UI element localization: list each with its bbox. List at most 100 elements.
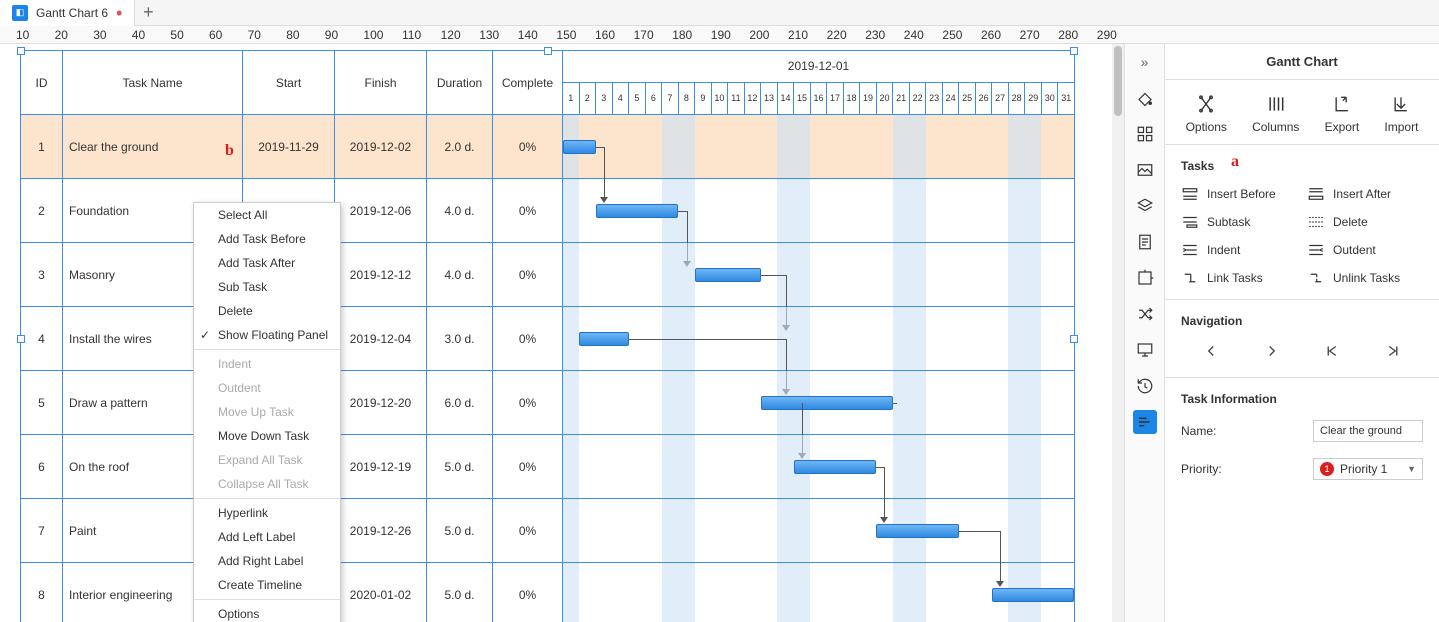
menu-item-hyperlink[interactable]: Hyperlink [194, 501, 340, 525]
col-header-id[interactable]: ID [21, 51, 63, 115]
menu-item-add-right-label[interactable]: Add Right Label [194, 549, 340, 573]
table-row[interactable]: 7Paint2019-12-265.0 d.0% [21, 499, 1074, 563]
menu-item-delete[interactable]: Delete [194, 299, 340, 323]
cell-finish[interactable]: 2019-12-20 [335, 371, 427, 435]
task-bar[interactable] [794, 460, 876, 474]
cell-comp[interactable]: 0% [493, 179, 563, 243]
cell-dur[interactable]: 4.0 d. [427, 243, 493, 307]
table-row[interactable]: 4Install the wires2019-12-043.0 d.0% [21, 307, 1074, 371]
shuffle-tool-icon[interactable] [1133, 302, 1157, 326]
cell-id[interactable]: 1 [21, 115, 63, 179]
delete-button[interactable]: Delete [1307, 215, 1423, 229]
cell-dur[interactable]: 2.0 d. [427, 115, 493, 179]
cell-finish[interactable]: 2019-12-19 [335, 435, 427, 499]
cell-comp[interactable]: 0% [493, 115, 563, 179]
cell-id[interactable]: 3 [21, 243, 63, 307]
image-tool-icon[interactable] [1133, 158, 1157, 182]
cell-dur[interactable]: 3.0 d. [427, 307, 493, 371]
cell-dur[interactable]: 5.0 d. [427, 499, 493, 563]
add-tab-button[interactable]: + [135, 2, 161, 23]
cell-finish[interactable]: 2019-12-02 [335, 115, 427, 179]
timeline-row[interactable] [563, 563, 1074, 622]
timeline-row[interactable] [563, 115, 1074, 179]
task-bar[interactable] [695, 268, 761, 282]
timeline-row[interactable] [563, 307, 1074, 371]
timeline-row[interactable] [563, 179, 1074, 243]
cell-id[interactable]: 6 [21, 435, 63, 499]
col-header-dur[interactable]: Duration [427, 51, 493, 115]
cell-start[interactable]: 2019-11-29 [243, 115, 335, 179]
selection-handle[interactable] [17, 47, 25, 55]
cell-comp[interactable]: 0% [493, 435, 563, 499]
task-bar[interactable] [563, 140, 596, 154]
nav-first-button[interactable] [1323, 342, 1341, 363]
scrollbar-vertical[interactable] [1112, 44, 1124, 622]
cell-comp[interactable]: 0% [493, 563, 563, 622]
collapse-panel-button[interactable]: » [1133, 50, 1157, 74]
grid-tool-icon[interactable] [1133, 122, 1157, 146]
cell-finish[interactable]: 2020-01-02 [335, 563, 427, 622]
document-tab[interactable]: ◧ Gantt Chart 6 • [0, 0, 135, 26]
export-button[interactable]: Export [1325, 94, 1360, 134]
subtask-button[interactable]: Subtask [1181, 215, 1297, 229]
page-tool-icon[interactable] [1133, 230, 1157, 254]
table-row[interactable]: 1Clear the ground2019-11-292019-12-022.0… [21, 115, 1074, 179]
columns-button[interactable]: Columns [1252, 94, 1299, 134]
cell-comp[interactable]: 0% [493, 371, 563, 435]
layers-tool-icon[interactable] [1133, 194, 1157, 218]
selection-handle[interactable] [1070, 47, 1078, 55]
cell-comp[interactable]: 0% [493, 499, 563, 563]
nav-prev-button[interactable] [1202, 342, 1220, 363]
cell-finish[interactable]: 2019-12-04 [335, 307, 427, 371]
selection-handle[interactable] [1070, 335, 1078, 343]
cell-dur[interactable]: 4.0 d. [427, 179, 493, 243]
cell-dur[interactable]: 5.0 d. [427, 563, 493, 622]
menu-item-add-task-before[interactable]: Add Task Before [194, 227, 340, 251]
insert-after-button[interactable]: Insert After [1307, 187, 1423, 201]
table-row[interactable]: 8Interior engineering2020-01-025.0 d.0% [21, 563, 1074, 622]
selection-handle[interactable] [544, 47, 552, 55]
nav-next-button[interactable] [1263, 342, 1281, 363]
task-bar[interactable] [876, 524, 958, 538]
cell-id[interactable]: 8 [21, 563, 63, 622]
menu-item-move-down-task[interactable]: Move Down Task [194, 424, 340, 448]
timeline-row[interactable] [563, 499, 1074, 563]
cell-name[interactable]: Clear the ground [63, 115, 243, 179]
menu-item-add-task-after[interactable]: Add Task After [194, 251, 340, 275]
table-row[interactable]: 2Foundation2019-12-064.0 d.0% [21, 179, 1074, 243]
table-row[interactable]: 3Masonry2019-12-124.0 d.0% [21, 243, 1074, 307]
task-bar[interactable] [579, 332, 628, 346]
menu-item-add-left-label[interactable]: Add Left Label [194, 525, 340, 549]
present-tool-icon[interactable] [1133, 338, 1157, 362]
timeline-row[interactable] [563, 371, 1074, 435]
cell-id[interactable]: 4 [21, 307, 63, 371]
col-header-name[interactable]: Task Name [63, 51, 243, 115]
cell-finish[interactable]: 2019-12-26 [335, 499, 427, 563]
menu-item-sub-task[interactable]: Sub Task [194, 275, 340, 299]
gantt-container[interactable]: IDTask NameStartFinishDurationComplete20… [20, 50, 1075, 622]
gantt-tool-icon[interactable] [1133, 410, 1157, 434]
cell-dur[interactable]: 6.0 d. [427, 371, 493, 435]
col-header-finish[interactable]: Finish [335, 51, 427, 115]
menu-item-show-floating-panel[interactable]: Show Floating Panel✓ [194, 323, 340, 347]
history-tool-icon[interactable] [1133, 374, 1157, 398]
insert-before-button[interactable]: Insert Before [1181, 187, 1297, 201]
cell-id[interactable]: 7 [21, 499, 63, 563]
cell-id[interactable]: 5 [21, 371, 63, 435]
expand-tool-icon[interactable] [1133, 266, 1157, 290]
info-name-input[interactable] [1313, 420, 1423, 442]
canvas[interactable]: IDTask NameStartFinishDurationComplete20… [0, 44, 1124, 622]
cell-comp[interactable]: 0% [493, 307, 563, 371]
menu-item-options[interactable]: Options [194, 602, 340, 622]
timeline-row[interactable] [563, 243, 1074, 307]
col-header-start[interactable]: Start [243, 51, 335, 115]
import-button[interactable]: Import [1384, 94, 1418, 134]
cell-id[interactable]: 2 [21, 179, 63, 243]
menu-item-create-timeline[interactable]: Create Timeline [194, 573, 340, 597]
options-button[interactable]: Options [1186, 94, 1227, 134]
task-bar[interactable] [992, 588, 1074, 602]
selection-handle[interactable] [17, 335, 25, 343]
nav-last-button[interactable] [1384, 342, 1402, 363]
task-bar[interactable] [596, 204, 678, 218]
cell-comp[interactable]: 0% [493, 243, 563, 307]
